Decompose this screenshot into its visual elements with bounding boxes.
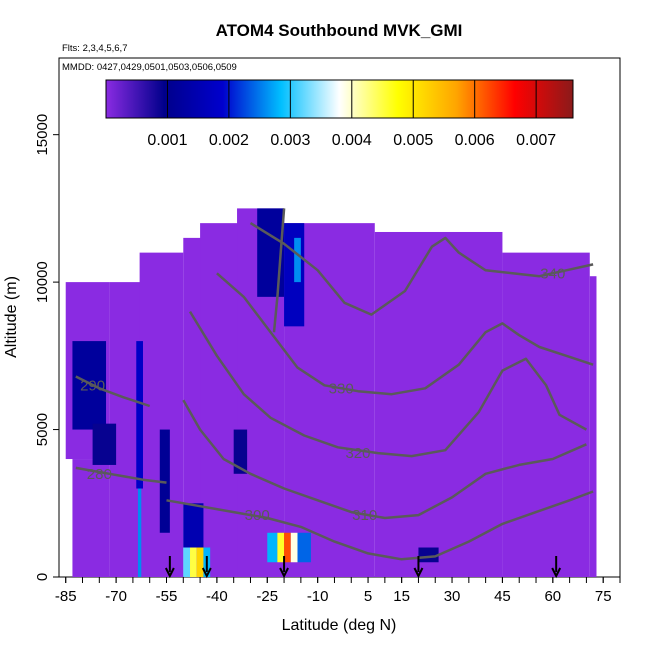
x-tick-label: -55 — [156, 588, 178, 605]
colorbar-tick-label: 0.001 — [147, 132, 187, 149]
x-tick-label: -85 — [55, 588, 77, 605]
data-cell — [183, 547, 191, 577]
data-cell — [136, 341, 143, 489]
data-cell — [92, 423, 117, 465]
data-cell — [294, 237, 301, 283]
data-cell — [297, 532, 311, 563]
x-tick-label: -10 — [307, 588, 329, 605]
data-cell — [183, 503, 204, 548]
contour-line — [272, 208, 286, 333]
colorbar-tick-label: 0.002 — [209, 132, 249, 149]
x-tick-label: -40 — [206, 588, 228, 605]
x-tick-label: 15 — [393, 588, 410, 605]
contour-line — [75, 375, 151, 408]
colorbar — [105, 79, 574, 119]
x-tick-label: 45 — [494, 588, 511, 605]
y-axis: 0 5000 10000 15000 — [34, 114, 59, 581]
data-cell — [196, 547, 204, 577]
y-tick-label: 10000 — [34, 261, 51, 303]
contour-label: 300 — [245, 507, 270, 524]
x-tick-label: 60 — [544, 588, 561, 605]
contour-label: 320 — [345, 445, 370, 462]
sonde-arrow-head — [201, 567, 212, 579]
contour-label: 340 — [540, 265, 565, 282]
data-cell — [277, 532, 285, 563]
sonde-arrow-head — [164, 567, 175, 579]
x-tick-label: -25 — [256, 588, 278, 605]
contour-label: 280 — [87, 466, 112, 483]
theta-contours: 280 290 300 310 320 330 340 — [75, 208, 594, 561]
colorbar-tick-label: 0.006 — [455, 132, 495, 149]
contour-line — [75, 466, 167, 484]
colorbar-tick-label: 0.007 — [516, 132, 556, 149]
x-tick-label: -70 — [105, 588, 127, 605]
x-axis: -85 -70 -55 -40 -25 -10 5 15 30 45 60 75 — [55, 577, 621, 605]
coverage-block — [502, 252, 590, 577]
contour-line — [249, 222, 594, 316]
x-tick-label: 30 — [444, 588, 461, 605]
x-tick-label: 5 — [364, 588, 372, 605]
x-tick-label: 75 — [595, 588, 612, 605]
colorbar-ticks: 0.001 0.002 0.003 0.004 0.005 0.006 0.007 — [147, 80, 556, 149]
contour-line — [182, 399, 587, 520]
sonde-arrow-head — [413, 567, 424, 579]
contour-label: 310 — [352, 507, 377, 524]
contour-line — [216, 272, 594, 396]
sonde-arrow-head — [551, 567, 562, 579]
coverage-block — [589, 276, 597, 577]
data-cell — [233, 429, 248, 474]
contour-label: 290 — [80, 377, 105, 394]
dates-note: MMDD: 0427,0429,0501,0503,0506,0509 — [62, 62, 237, 73]
flights-note: Flts: 2,3,4,5,6,7 — [62, 43, 127, 54]
contour-label: 330 — [329, 380, 354, 397]
data-cell — [290, 532, 298, 563]
data-cell — [137, 488, 142, 577]
x-axis-label: Latitude (deg N) — [282, 617, 397, 634]
coverage-block — [72, 459, 110, 577]
y-tick-label: 0 — [34, 573, 51, 581]
sonde-arrow-head — [279, 567, 289, 579]
y-tick-label: 15000 — [34, 114, 51, 156]
data-cell — [267, 532, 278, 563]
y-axis-label: Altitude (m) — [3, 276, 20, 358]
contour-line — [166, 490, 594, 561]
data-cell — [284, 532, 291, 563]
data-cell — [190, 547, 197, 577]
y-tick-label: 5000 — [34, 413, 51, 446]
colorbar-tick-label: 0.003 — [270, 132, 310, 149]
chart-title: ATOM4 Southbound MVK_GMI — [216, 21, 463, 40]
contour-line — [188, 310, 588, 458]
colorbar-tick-label: 0.004 — [332, 132, 372, 149]
coverage-block — [374, 231, 503, 577]
sonde-arrows — [164, 556, 562, 579]
data-cell — [72, 341, 107, 430]
colorbar-tick-label: 0.005 — [393, 132, 433, 149]
data-coverage — [65, 208, 597, 577]
